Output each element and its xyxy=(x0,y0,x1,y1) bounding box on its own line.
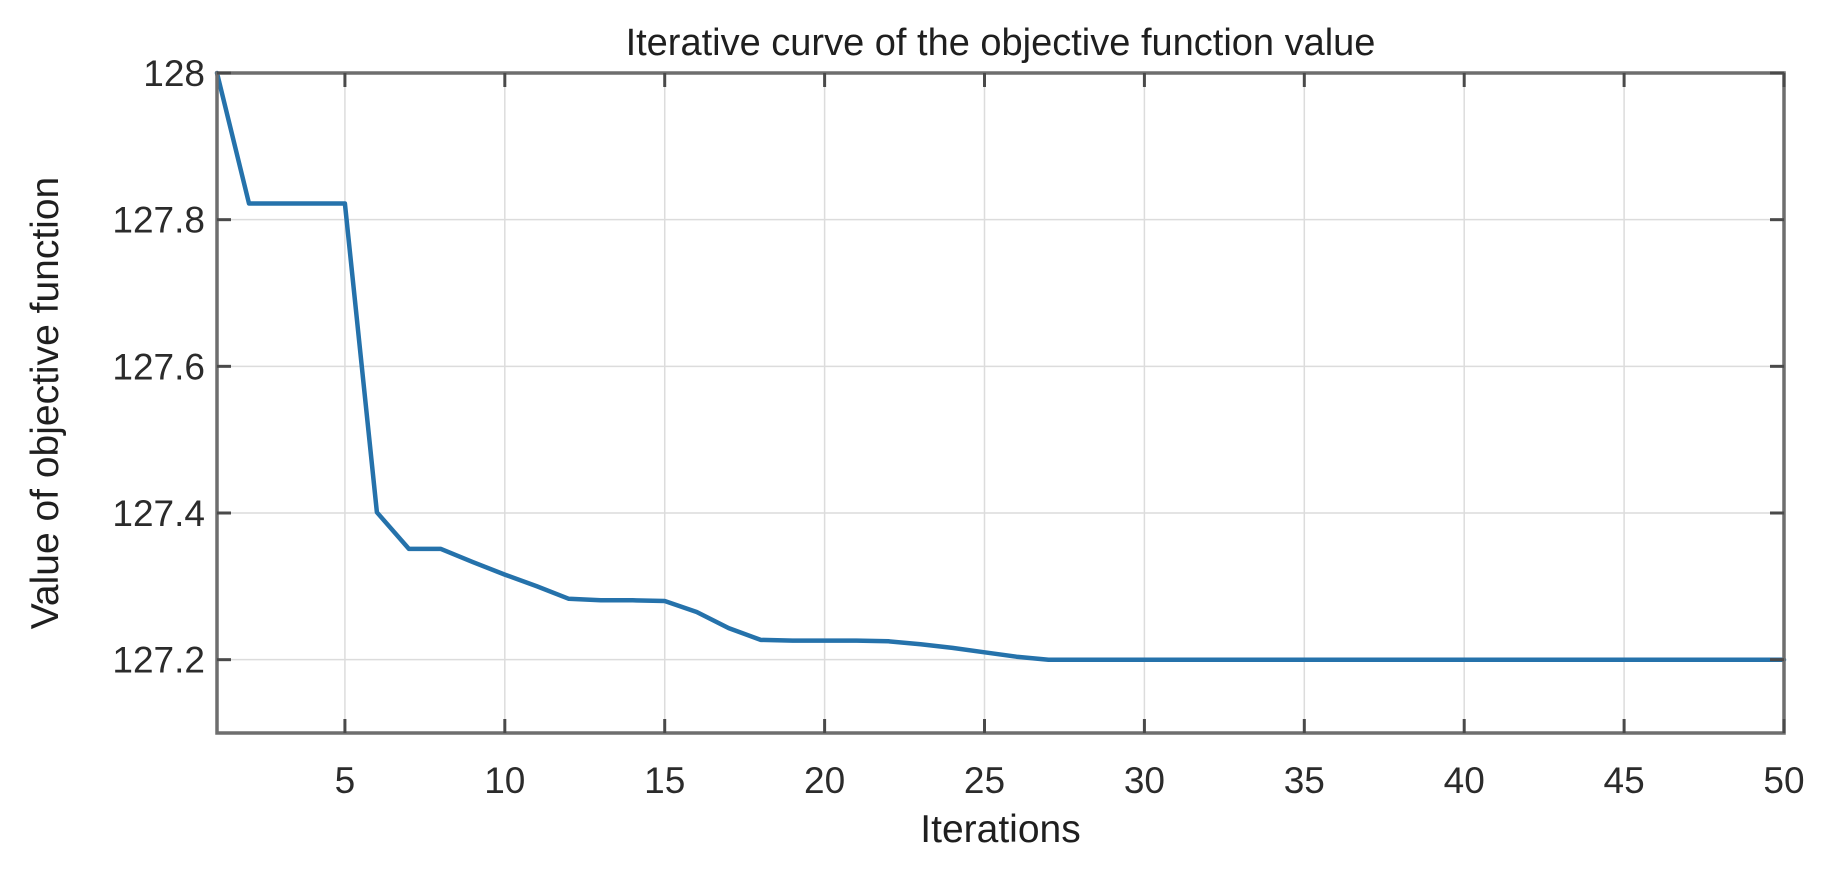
x-tick-label: 45 xyxy=(1604,760,1645,801)
axes-frame xyxy=(215,71,1786,735)
x-tick-label: 10 xyxy=(484,760,525,801)
y-tick-label: 128 xyxy=(143,53,205,94)
y-axis-label: Value of objective function xyxy=(24,176,67,630)
x-tick-label: 50 xyxy=(1763,760,1804,801)
x-axis-label: Iterations xyxy=(920,808,1081,851)
x-tick-label: 40 xyxy=(1444,760,1485,801)
series-line xyxy=(214,70,1787,662)
y-tick-label: 127.4 xyxy=(112,493,205,534)
y-tick-label: 127.6 xyxy=(112,346,205,387)
x-tick-label: 5 xyxy=(335,760,356,801)
chart-title: Iterative curve of the objective functio… xyxy=(625,22,1376,64)
x-tick-label: 35 xyxy=(1284,760,1325,801)
x-tick-label: 20 xyxy=(804,760,845,801)
x-tick-label: 30 xyxy=(1124,760,1165,801)
y-tick-label: 127.8 xyxy=(112,200,205,241)
x-tick-label: 15 xyxy=(644,760,685,801)
y-tick-label: 127.2 xyxy=(112,640,205,681)
x-tick-label: 25 xyxy=(964,760,1005,801)
